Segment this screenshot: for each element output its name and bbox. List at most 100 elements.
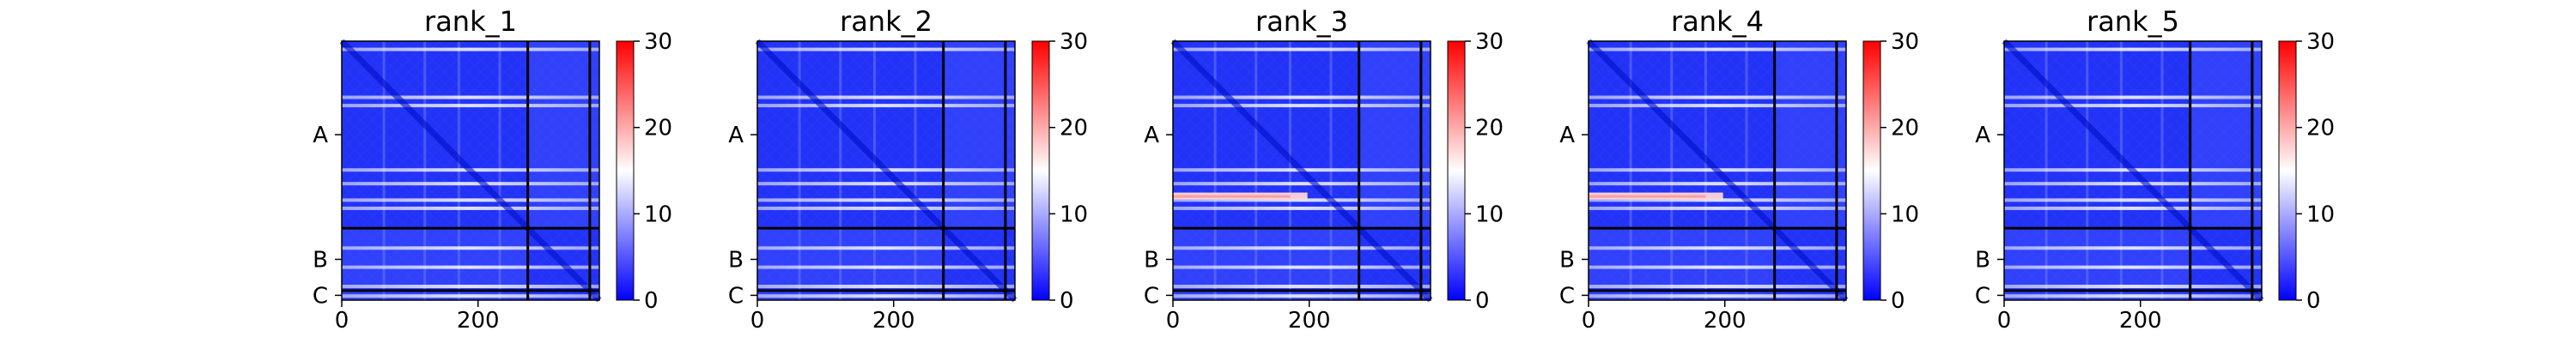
plot-frame [1172, 40, 1431, 301]
bright-row [2004, 198, 2262, 202]
interchain-block [2190, 41, 2262, 229]
x-tick-label: 200 [457, 308, 500, 334]
bright-row [1173, 104, 1431, 108]
bright-row [1173, 198, 1431, 202]
bright-row [1173, 95, 1431, 99]
colorbar-tick-label: 0 [1060, 288, 1074, 314]
bright-row [757, 182, 1015, 186]
y-tick-label: B [1975, 247, 1990, 273]
bright-row [342, 182, 599, 186]
colorbar-tick-label: 20 [2306, 116, 2335, 141]
bright-row [1589, 206, 1846, 210]
colorbar-tick-label: 0 [644, 288, 659, 314]
colorbar [616, 40, 635, 301]
bright-row [1589, 95, 1846, 99]
bright-row [2004, 104, 2262, 108]
bright-row [1173, 285, 1431, 289]
hot-row-core [1589, 195, 1706, 198]
bright-row [1589, 246, 1846, 250]
panel-title: rank_2 [840, 5, 933, 38]
bright-row [2004, 47, 2262, 51]
bright-row [2004, 265, 2262, 269]
bright-row [757, 206, 1015, 210]
bright-row [1173, 265, 1431, 269]
bright-row [1589, 285, 1846, 289]
diagonal [2002, 39, 2264, 303]
interchain-block [527, 41, 599, 229]
bright-row [1589, 294, 1846, 298]
bright-row [2004, 182, 2262, 186]
colorbar-tick-label: 30 [2306, 29, 2335, 55]
colorbar-tick-label: 0 [2306, 288, 2321, 314]
bright-row [1589, 47, 1846, 51]
bright-row [1173, 294, 1431, 298]
x-tick-label: 200 [2119, 308, 2162, 334]
bright-row [342, 246, 599, 250]
bright-row [1173, 182, 1431, 186]
bright-row [342, 206, 599, 210]
y-tick-label: A [1559, 123, 1575, 148]
diagonal [339, 39, 602, 303]
bright-row [342, 285, 599, 289]
colorbar-tick-label: 30 [1475, 29, 1504, 55]
colorbar-tick-label: 10 [644, 202, 672, 227]
panel-title: rank_4 [1671, 5, 1764, 38]
hot-row-core [1173, 195, 1291, 198]
x-tick-label: 0 [335, 308, 349, 334]
x-tick-label: 0 [1166, 308, 1181, 334]
plot-frame [2003, 40, 2263, 301]
y-tick-label: C [1975, 283, 1990, 309]
bright-row [757, 104, 1015, 108]
y-tick-label: B [728, 247, 744, 273]
y-tick-label: A [1144, 123, 1159, 148]
x-tick-label: 200 [1704, 308, 1747, 334]
bright-row [2004, 206, 2262, 210]
bright-row [2004, 294, 2262, 298]
y-tick-label: A [728, 123, 744, 148]
bright-row [342, 294, 599, 298]
bright-row [1173, 246, 1431, 250]
colorbar-tick-label: 0 [1891, 288, 1905, 314]
y-tick-label: C [1559, 283, 1575, 309]
diagonal [1586, 39, 1849, 303]
plot-frame [756, 40, 1016, 301]
y-tick-label: C [1144, 283, 1159, 309]
bright-row [757, 95, 1015, 99]
x-tick-label: 0 [1997, 308, 2012, 334]
colorbar-tick-label: 10 [1060, 202, 1088, 227]
colorbar-tick-label: 20 [1475, 116, 1504, 141]
bright-row [2004, 246, 2262, 250]
colorbar [1862, 40, 1881, 301]
panel-title: rank_5 [2087, 5, 2179, 38]
bright-row [342, 265, 599, 269]
bright-row [1589, 265, 1846, 269]
bright-row [757, 265, 1015, 269]
bright-row [1173, 47, 1431, 51]
y-tick-label: C [313, 283, 328, 309]
x-tick-label: 0 [750, 308, 765, 334]
bright-row [1173, 206, 1431, 210]
colorbar-tick-label: 30 [1891, 29, 1919, 55]
panel-title: rank_3 [1255, 5, 1348, 38]
colorbar [1447, 40, 1466, 301]
x-tick-label: 200 [1288, 308, 1331, 334]
bright-row [342, 104, 599, 108]
bright-row [342, 198, 599, 202]
colorbar-tick-label: 30 [644, 29, 672, 55]
y-tick-label: A [1975, 123, 1990, 148]
y-tick-label: C [728, 283, 744, 309]
diagonal [755, 39, 1018, 303]
bright-row [1589, 198, 1846, 202]
bright-row [757, 246, 1015, 250]
colorbar-tick-label: 0 [1475, 288, 1490, 314]
interchain-block [943, 41, 1015, 229]
bright-row [342, 47, 599, 51]
y-tick-label: B [1559, 247, 1575, 273]
panel-title: rank_1 [424, 5, 517, 38]
y-tick-label: A [313, 123, 328, 148]
plot-frame [1588, 40, 1847, 301]
